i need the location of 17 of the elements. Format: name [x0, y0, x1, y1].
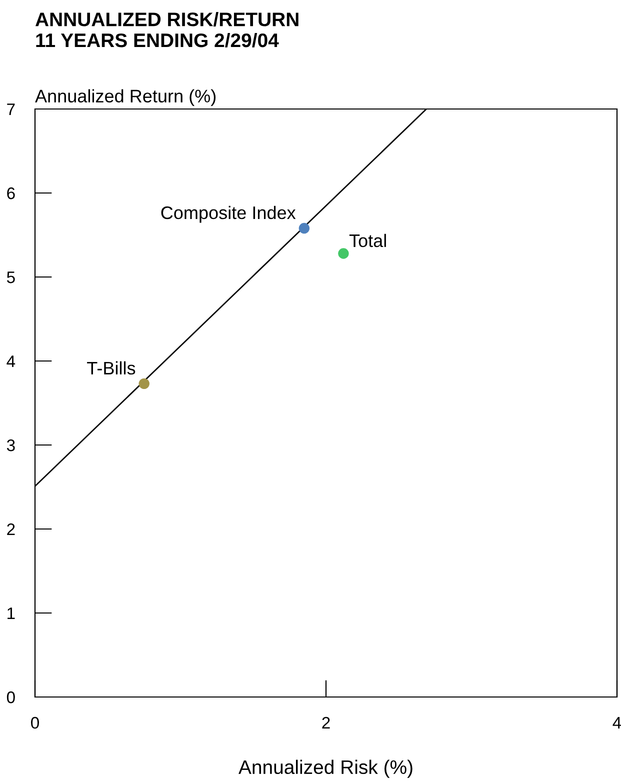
y-tick-label: 2 [7, 523, 15, 536]
x-tick-label: 0 [31, 716, 39, 729]
y-tick-label: 7 [7, 104, 15, 116]
chart-title: ANNUALIZED RISK/RETURN 11 YEARS ENDING 2/29/04 [35, 12, 298, 48]
series-label: T-Bills [87, 361, 136, 375]
y-tick-label: 5 [6, 272, 15, 284]
x-tick-label: 2 [322, 716, 330, 729]
y-tick-label: 1 [8, 608, 15, 620]
y-axis-title: Annualized Return (%) [35, 89, 216, 106]
x-axis-title: Annualized Risk (%) [238, 760, 412, 778]
y-tick-label: 3 [6, 439, 15, 452]
series-label: Composite Index [161, 206, 296, 223]
y-tick-label: 0 [6, 691, 15, 704]
y-tick-label: 4 [6, 356, 16, 368]
x-tick-label: 4 [612, 717, 621, 729]
series-label: Total [349, 234, 386, 248]
y-tick-label: 6 [7, 187, 15, 200]
